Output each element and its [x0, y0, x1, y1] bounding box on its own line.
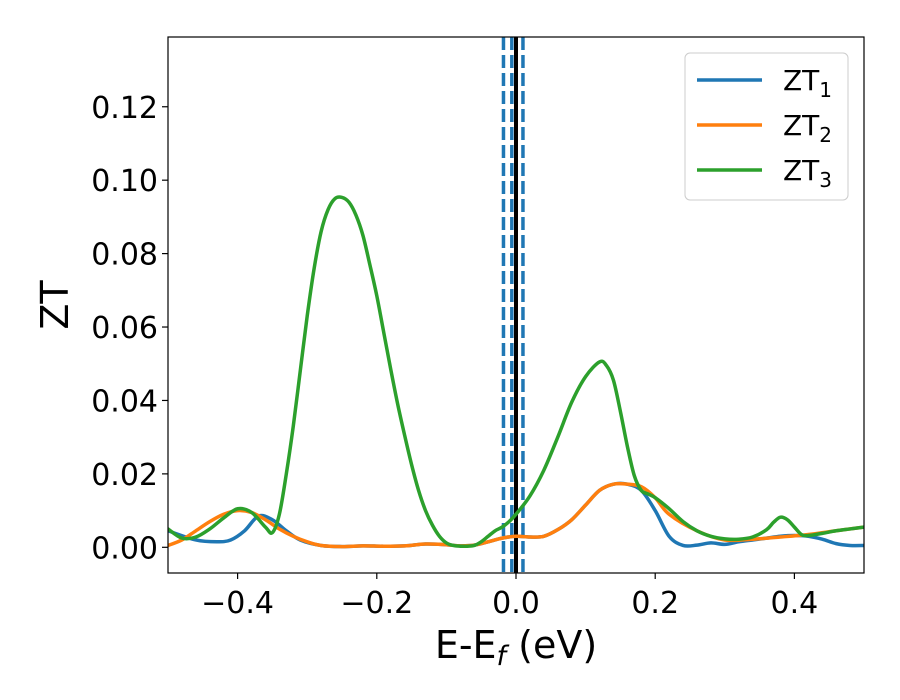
x-axis-label: E-Ef (eV)	[435, 623, 597, 672]
legend-box	[684, 52, 849, 201]
legend-label-zt2: ZT2	[783, 109, 832, 147]
x-tick-label: 0.0	[492, 586, 540, 621]
y-tick-label: 0.08	[91, 238, 158, 273]
y-tick-label: 0.04	[91, 384, 158, 419]
y-tick-label: 0.00	[91, 531, 158, 566]
y-axis-ticks: 0.00 0.02 0.04 0.06 0.08 0.10 0.12	[91, 91, 168, 566]
x-tick-label: 0.2	[631, 586, 679, 621]
x-axis-label-suffix: (eV)	[506, 623, 597, 667]
x-axis-label-main: E-E	[435, 623, 497, 667]
series-line-zt3	[168, 195, 864, 549]
series-line-zt2	[168, 481, 864, 549]
y-tick-label: 0.02	[91, 458, 158, 493]
series-layer	[168, 195, 864, 549]
y-tick-label: 0.12	[91, 91, 158, 126]
legend-label-zt3: ZT3	[783, 154, 832, 192]
x-tick-label: −0.2	[340, 586, 413, 621]
y-tick-label: 0.10	[91, 164, 158, 199]
x-axis-ticks: −0.4 −0.2 0.0 0.2 0.4	[201, 573, 818, 621]
reference-lines	[501, 37, 525, 573]
x-tick-label: 0.4	[771, 586, 819, 621]
x-tick-label: −0.4	[201, 586, 274, 621]
legend-label-zt1: ZT1	[783, 64, 832, 102]
y-tick-label: 0.06	[91, 311, 158, 346]
y-axis-label: ZT	[33, 280, 77, 330]
legend: ZT1 ZT2 ZT3	[684, 52, 849, 201]
